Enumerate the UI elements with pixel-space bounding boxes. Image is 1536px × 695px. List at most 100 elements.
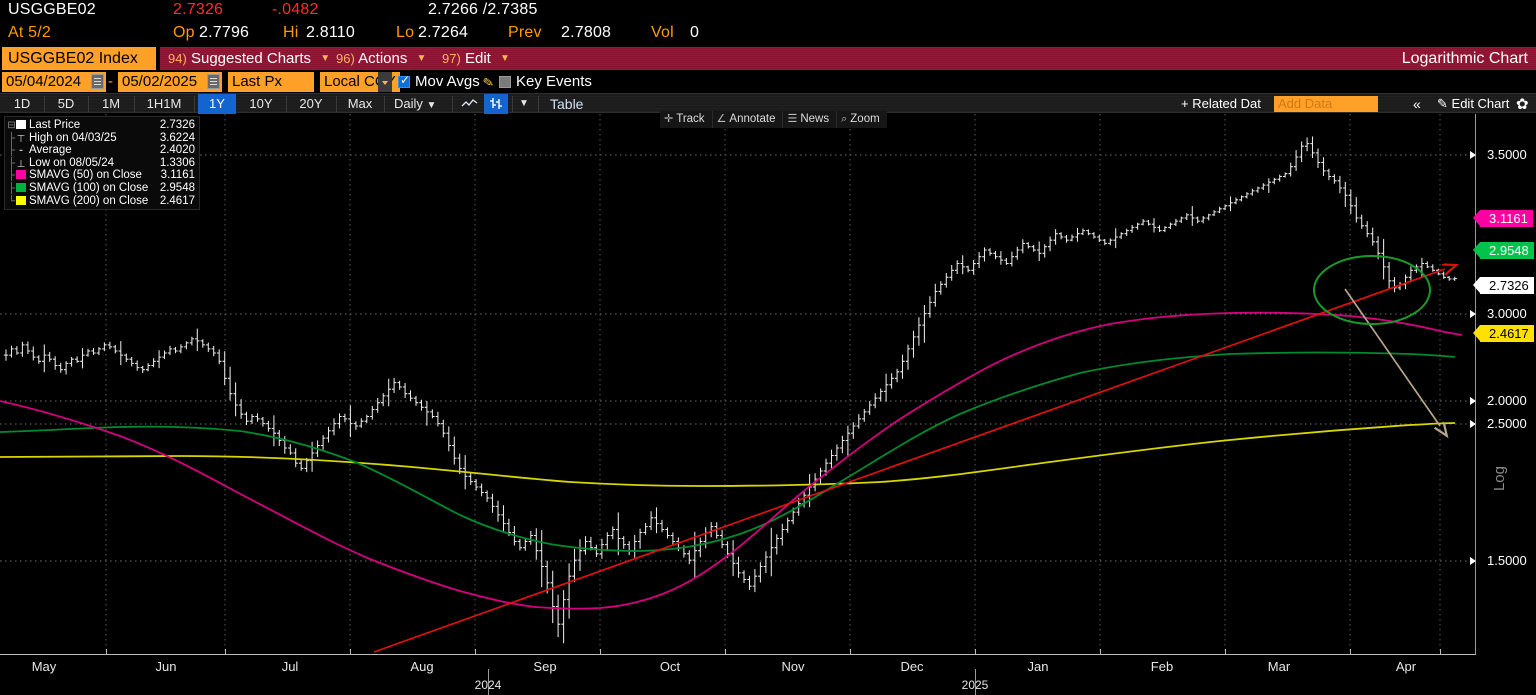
frequency-label: Daily xyxy=(394,96,423,111)
security-field[interactable]: USGGBE02 Index xyxy=(2,47,156,70)
actions-button[interactable]: 96) Actions ▼ xyxy=(336,47,426,70)
price-tag-smavg-200: 2.4617 xyxy=(1473,325,1534,342)
line-chart-type-button[interactable] xyxy=(456,94,482,114)
suggested-charts-label: Suggested Charts xyxy=(190,50,312,67)
range-1y-button[interactable]: 1Y xyxy=(198,94,236,114)
date-from-calendar-icon[interactable] xyxy=(91,74,104,89)
legend-value: 3.6224 xyxy=(159,131,195,144)
range-1d-button[interactable]: 1D xyxy=(13,96,31,111)
quote-high-label: Hi xyxy=(283,24,299,41)
edit-button[interactable]: 97) Edit ▼ xyxy=(442,47,510,70)
x-tick xyxy=(600,649,601,655)
year-label-2024: 2024 xyxy=(474,678,502,692)
toolbar-separator xyxy=(134,96,135,112)
chart-tools-bar: ✛ Track ∠ Annotate ☰ News ⌕ Zoom xyxy=(660,111,887,128)
date-from-input[interactable]: 05/04/2024 xyxy=(2,72,106,92)
price-tag-value: 2.7326 xyxy=(1489,278,1529,293)
chart-plot-area[interactable]: ⊟ Last Price 2.7326 ├ ⊤ High on 04/03/25 3.62… xyxy=(0,111,1476,654)
chart-title: Logarithmic Chart xyxy=(1401,50,1528,67)
smavg-50-line xyxy=(0,311,1463,610)
legend-value: 2.4020 xyxy=(159,144,195,157)
x-label-jan: Jan xyxy=(1027,659,1049,674)
toolbar-separator xyxy=(88,96,89,112)
range-1m-button[interactable]: 1M xyxy=(101,96,121,111)
gear-icon[interactable]: ✿ xyxy=(1516,96,1529,113)
legend-label: High on 04/03/25 xyxy=(29,131,117,144)
quote-at-label: At 5/2 xyxy=(8,24,52,41)
chart-gridlines-vertical xyxy=(105,114,1441,654)
range-5d-button[interactable]: 5D xyxy=(57,96,75,111)
legend-row: ├ SMAVG (50) on Close 3.1161 xyxy=(7,169,197,182)
chart-toolbar: 1D 5D 1M 1H1M 1Y 10Y 20Y Max Daily ▼ xyxy=(0,93,1536,114)
legend-value: 1.3306 xyxy=(159,156,195,169)
legend-label: Low on 08/05/24 xyxy=(29,156,115,169)
axis-tick-arrow-icon xyxy=(1470,397,1476,405)
collapse-chevrons-icon[interactable]: « xyxy=(1413,96,1421,112)
related-data-button[interactable]: + Related Dat xyxy=(1181,96,1261,111)
price-tag-last-price: 2.7326 xyxy=(1473,277,1534,294)
zoom-tool-button[interactable]: ⌕ Zoom xyxy=(837,111,887,128)
x-tick xyxy=(975,649,976,655)
track-tool-button[interactable]: ✛ Track xyxy=(660,111,713,128)
crosshair-icon: ✛ xyxy=(664,113,674,125)
magnifier-icon: ⌕ xyxy=(841,113,848,125)
legend-tree-glyph: ├ xyxy=(7,132,16,144)
quote-prev-label: Prev xyxy=(508,24,542,41)
range-10y-button[interactable]: 10Y xyxy=(249,96,273,111)
legend-tree-glyph: ├ xyxy=(7,145,16,157)
news-tool-button[interactable]: ☰ News xyxy=(783,111,838,128)
legend-row: └ SMAVG (200) on Close 2.4617 xyxy=(7,195,197,208)
x-label-jun: Jun xyxy=(155,659,177,674)
quote-open-value: 2.7796 xyxy=(199,24,250,41)
range-max-button[interactable]: Max xyxy=(347,96,373,111)
x-label-may: May xyxy=(31,659,57,674)
add-data-placeholder-text: Add Data xyxy=(1278,96,1333,111)
toolbar-separator xyxy=(44,96,45,112)
price-tag-value: 2.9548 xyxy=(1489,243,1529,258)
date-to-input[interactable]: 05/02/2025 xyxy=(118,72,222,92)
currency-chevron-down-icon[interactable] xyxy=(378,72,392,92)
legend-tree-glyph: ├ xyxy=(7,182,16,194)
chevron-down-icon: ▼ xyxy=(500,53,510,64)
axis-label-3-0000: 3.0000 xyxy=(1487,306,1527,321)
toolbar-separator xyxy=(286,96,287,112)
quote-header-row-1: USGGBE02 2.7326 -.0482 2.7266 /2.7385 xyxy=(0,1,1536,23)
chart-legend[interactable]: ⊟ Last Price 2.7326 ├ ⊤ High on 04/03/25 3.62… xyxy=(4,116,200,211)
chart-type-chevron-down-icon[interactable]: ▼ xyxy=(519,98,529,109)
smavg-200-line xyxy=(0,422,1456,487)
table-tab[interactable]: Table xyxy=(550,96,584,112)
axis-label-3-5000: 3.5000 xyxy=(1487,147,1527,162)
legend-value: 2.7326 xyxy=(159,119,195,131)
x-label-mar: Mar xyxy=(1267,659,1291,674)
price-field-select[interactable]: Last Px xyxy=(228,72,314,92)
legend-row: ├ ⊤ High on 04/03/25 3.6224 xyxy=(7,132,197,145)
suggested-charts-button[interactable]: 94) Suggested Charts ▼ xyxy=(168,47,330,70)
legend-row: ├ SMAVG (100) on Close 2.9548 xyxy=(7,182,197,195)
annotate-tool-button[interactable]: ∠ Annotate xyxy=(712,111,784,128)
price-tag-smavg-100: 2.9548 xyxy=(1473,242,1534,259)
toolbar-separator xyxy=(336,96,337,112)
legend-label: Average xyxy=(29,144,72,157)
legend-swatch-last-price xyxy=(16,120,26,129)
actions-label: Actions xyxy=(358,50,408,67)
actions-number: 96) xyxy=(336,51,355,66)
pencil-icon[interactable]: ✎ xyxy=(481,74,496,91)
quote-last: 2.7326 xyxy=(173,1,224,18)
range-20y-button[interactable]: 20Y xyxy=(299,96,323,111)
x-tick xyxy=(1225,649,1226,655)
date-to-calendar-icon[interactable] xyxy=(207,74,220,89)
edit-chart-button[interactable]: ✎ Edit Chart xyxy=(1437,94,1509,114)
ellipse-annotation xyxy=(1313,255,1431,325)
key-events-checkbox[interactable] xyxy=(499,76,511,88)
frequency-select[interactable]: Daily ▼ xyxy=(386,94,450,114)
legend-average-marker-icon: ⁃ xyxy=(18,146,24,158)
legend-label: SMAVG (200) on Close xyxy=(29,194,149,207)
x-label-apr: Apr xyxy=(1395,659,1417,674)
mov-avgs-checkbox[interactable] xyxy=(398,73,410,88)
add-data-input[interactable]: Add Data xyxy=(1274,96,1378,112)
axis-tick-arrow-icon xyxy=(1470,310,1476,318)
news-label: News xyxy=(800,113,830,125)
range-1h1m-button[interactable]: 1H1M xyxy=(146,96,182,111)
bar-chart-type-button[interactable] xyxy=(484,94,508,114)
x-label-dec: Dec xyxy=(900,659,924,674)
